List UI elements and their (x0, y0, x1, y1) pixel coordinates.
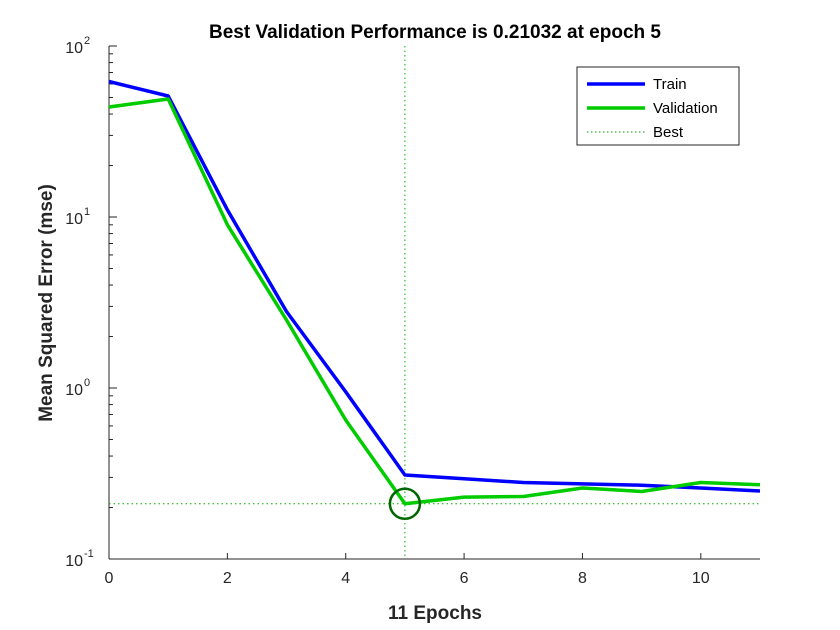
best-point-marker (388, 487, 422, 521)
x-tick-label: 2 (223, 570, 232, 587)
y-tick-exponent: -1 (84, 548, 94, 560)
x-axis-label: 11 Epochs (388, 603, 482, 624)
y-axis-label: Mean Squared Error (mse) (36, 184, 57, 422)
y-tick-label: 10 (65, 382, 83, 399)
x-tick-label: 0 (105, 570, 114, 587)
x-tick-label: 8 (578, 570, 587, 587)
legend-label-train: Train (653, 76, 687, 93)
legend-label-best: Best (653, 124, 684, 141)
x-tick-label: 6 (460, 570, 469, 587)
y-tick-label: 10 (65, 40, 83, 57)
chart-title: Best Validation Performance is 0.21032 a… (209, 22, 661, 43)
y-tick-exponent: 0 (84, 377, 90, 389)
y-tick-label: 10 (65, 553, 83, 570)
x-tick-label: 4 (341, 570, 350, 587)
x-tick-label: 10 (692, 570, 710, 587)
y-tick-exponent: 1 (84, 206, 90, 218)
series-line-train (108, 79, 761, 493)
y-tick-exponent: 2 (84, 35, 90, 47)
series-line-validation (108, 97, 761, 506)
legend: Train Validation Best (576, 66, 740, 146)
y-tick-label: 10 (65, 211, 83, 228)
legend-label-validation: Validation (653, 100, 718, 117)
